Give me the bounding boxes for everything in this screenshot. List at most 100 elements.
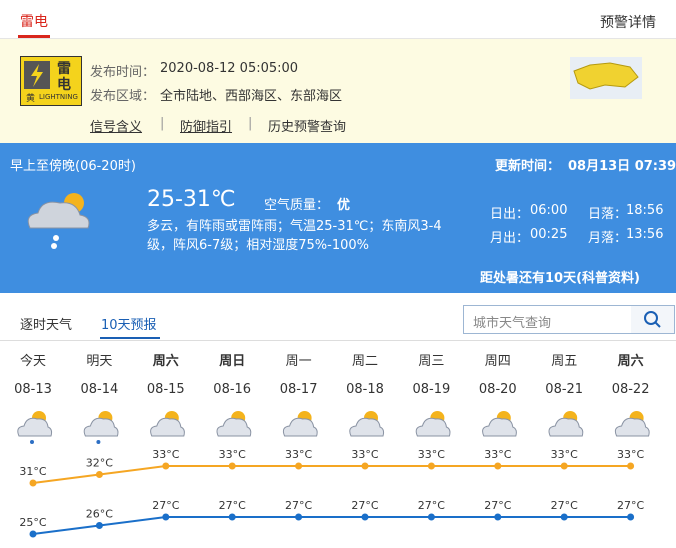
temp-point [560,462,568,470]
description: 多云，有阵雨或雷阵雨；气温25-31℃；东南风3-4级，阵风6-7级；相对湿度7… [147,219,442,253]
temp-label: 27°C [152,499,179,512]
forecast: 今天 08-13 明天 08-14 周六 08-15 周日 08-16 周一 08-17 周二 08-… [14,353,650,538]
countdown[interactable]: 距处暑还有10天(科普资料) [480,271,640,286]
temp-point [295,513,303,521]
search-icon [644,311,661,328]
cloud [415,417,451,437]
day: 周二 [352,354,378,369]
icon-text: 电 [57,77,71,93]
cloud [282,417,318,437]
temp-point [228,462,236,470]
day: 周六 [618,353,644,369]
cloud [349,417,385,437]
date: 08-21 [545,382,583,397]
weather-icon [482,411,517,437]
date: 08-16 [213,382,251,397]
search-box[interactable]: 城市天气查询 [463,305,633,334]
link[interactable]: 历史预警查询 [268,120,347,135]
temp-point [494,513,502,521]
temp-point [162,462,170,470]
drop [30,440,34,444]
temp-label: 27°C [219,499,246,512]
header: 雷电 预警详情 [0,0,676,39]
temp-point [29,479,37,487]
icon-en: LIGHTNING [39,93,78,101]
weather-icon [282,411,318,437]
weather-icon [150,411,185,437]
tab[interactable]: 10天预报 [101,318,157,333]
tab-underline [18,35,50,38]
temp-label: 33°C [285,448,312,461]
temp-label: 33°C [551,448,578,461]
value: 00:25 [530,227,568,242]
warning-icon: 雷 电 黄 LIGHTNING [20,56,82,106]
tab[interactable]: 雷电 [20,14,48,30]
bolt [31,64,43,87]
value: 全市陆地、西部海区、东部海区 [160,89,343,104]
date: 08-19 [413,382,451,397]
temp-point [162,513,170,521]
temp-label: 26°C [86,508,113,521]
bolt-box [24,61,50,89]
divider [0,340,676,341]
temp-point [627,462,635,470]
weather-icon [548,411,584,437]
period: 早上至傍晚(06-20时) [10,159,136,174]
temp-line [32,516,631,535]
temp-label: 27°C [351,499,378,512]
search-button[interactable] [631,305,675,334]
separator: | [248,116,253,131]
cloud [614,417,650,437]
date: 08-17 [280,382,318,397]
weather-icon [216,411,252,437]
value: 08月13日 07:39 [568,159,676,174]
link[interactable]: 防御指引 [180,120,233,135]
separator: | [160,116,165,131]
day: 周五 [551,354,577,369]
value: 优 [337,198,351,213]
temp-line [32,465,631,484]
temp-point [95,522,103,529]
link[interactable]: 信号含义 [90,120,143,135]
label: 空气质量： [264,198,330,213]
temp-point [361,462,369,470]
temp-label: 27°C [617,499,644,512]
date: 08-18 [346,382,384,397]
temp-point [361,513,369,521]
today-icon [27,193,90,249]
weather-icon [614,411,650,437]
temp: 25-31℃ [147,187,236,212]
label: 日落： [588,207,628,222]
map [570,57,642,99]
temp-label: 27°C [285,499,312,512]
today: 早上至傍晚(06-20时) 更新时间： 08月13日 07:39 25-31℃ … [0,143,676,293]
cloud [17,417,53,437]
temp-point [427,462,435,470]
cloud [150,417,185,437]
tab[interactable]: 逐时天气 [20,318,73,333]
drop [96,440,101,444]
label: 日出： [490,207,530,222]
temp-label: 33°C [418,448,445,461]
temp-point [627,513,635,521]
temp-label: 33°C [219,448,246,461]
value: 2020-08-12 05:05:00 [160,61,299,76]
temp-point [560,513,568,521]
label: 月落： [588,231,628,246]
label: 月出： [490,231,530,246]
label: 发布区域： [90,89,156,104]
temp-label: 27°C [418,499,445,512]
day: 周六 [153,353,179,369]
link[interactable]: 预警详情 [600,15,656,31]
temp-point [427,513,435,521]
icon-text: 雷 [57,61,71,77]
temp-label: 27°C [484,499,511,512]
warning: 雷 电 黄 LIGHTNING 发布时间： 2020-08-12 05:05:0… [0,39,676,143]
day: 周日 [219,354,245,369]
cloud [83,417,119,437]
day: 明天 [86,354,112,369]
weather-icon [17,411,53,444]
temp-label: 27°C [551,499,578,512]
weather-icon [83,411,119,444]
